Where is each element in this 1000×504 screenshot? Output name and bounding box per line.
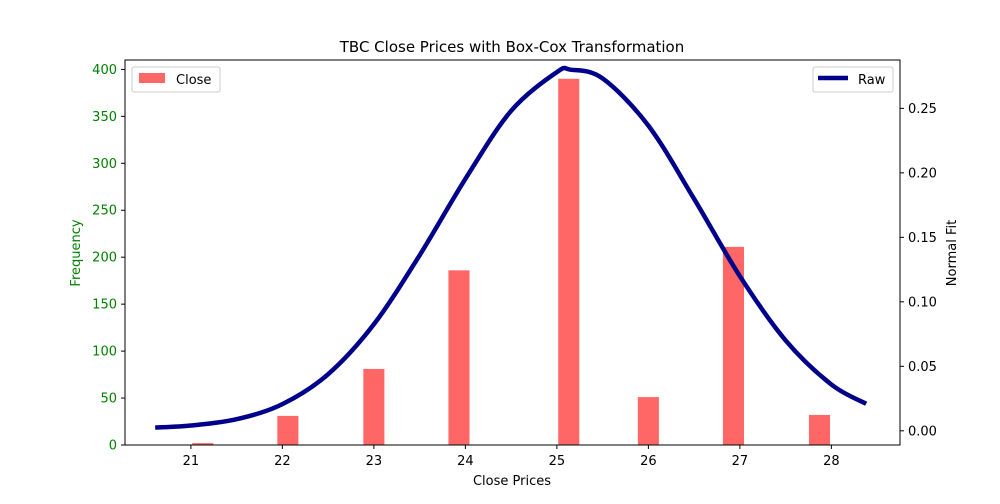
bar-close: [808, 414, 830, 445]
y-left-ticks: 0 50 100 150 200 250 300 350 400: [92, 63, 125, 454]
x-ticks: 21 22 23 24 25 26 27 28: [183, 445, 840, 469]
y-right-ticks: 0.00 0.05 0.10 0.15 0.20 0.25: [900, 102, 937, 439]
bar-close: [192, 443, 214, 445]
y-right-tick-label: 0.05: [908, 360, 937, 375]
legend-left-label: Close: [176, 73, 211, 88]
y-left-tick-label: 200: [92, 251, 117, 266]
x-tick-label: 25: [549, 454, 566, 469]
line-layer: [155, 65, 868, 430]
x-tick-label: 26: [640, 454, 657, 469]
y-left-tick-label: 400: [92, 63, 117, 78]
bar-close: [722, 246, 744, 445]
legend-right: Raw: [812, 66, 894, 93]
bar-close: [558, 78, 580, 445]
chart-title: TBC Close Prices with Box-Cox Transforma…: [339, 38, 685, 56]
x-tick-label: 22: [274, 454, 291, 469]
y-left-tick-label: 250: [92, 204, 117, 219]
y-left-tick-label: 150: [92, 298, 117, 313]
y-right-tick-label: 0.00: [908, 424, 937, 439]
y-left-tick-label: 300: [92, 157, 117, 172]
x-tick-label: 23: [366, 454, 383, 469]
x-tick-label: 27: [732, 454, 749, 469]
legend-right-label: Raw: [858, 73, 886, 88]
bar-close: [448, 270, 470, 445]
y-left-tick-label: 0: [109, 439, 117, 454]
y-left-tick-label: 100: [92, 345, 117, 360]
y-right-tick-label: 0.10: [908, 295, 937, 310]
legend-right-box: [812, 66, 894, 93]
bar-close: [363, 368, 385, 445]
x-tick-label: 28: [823, 454, 840, 469]
y-right-axis-label: Normal Fit: [945, 220, 960, 286]
legend-left: Close: [131, 66, 221, 93]
bar-close: [277, 415, 299, 445]
x-tick-label: 21: [183, 454, 200, 469]
y-left-tick-label: 350: [92, 110, 117, 125]
y-left-tick-label: 50: [100, 392, 117, 407]
y-right-tick-label: 0.20: [908, 166, 937, 181]
plot-frame: [124, 59, 901, 446]
line-raw: [155, 65, 868, 430]
x-tick-label: 24: [457, 454, 474, 469]
y-right-tick-label: 0.15: [908, 231, 937, 246]
y-left-axis-label: Frequency: [69, 219, 84, 286]
legend-left-swatch: [139, 73, 165, 83]
bars-layer: [192, 78, 830, 445]
y-right-tick-label: 0.25: [908, 102, 937, 117]
bar-close: [637, 397, 659, 445]
x-axis-label: Close Prices: [473, 474, 551, 489]
